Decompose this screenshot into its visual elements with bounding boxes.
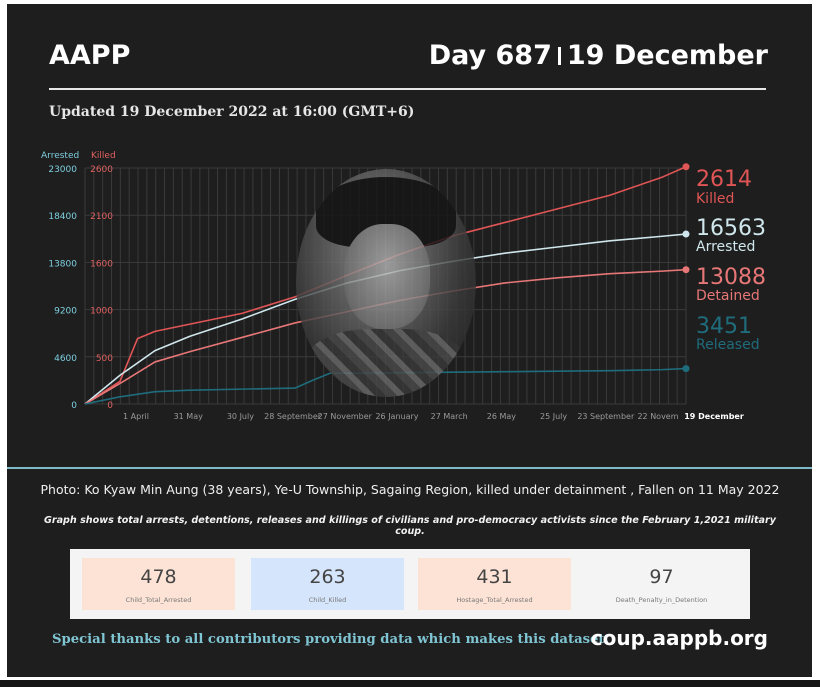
bottom-strip bbox=[0, 680, 820, 687]
x-tick-label: 26 May bbox=[487, 412, 517, 421]
y-tick-label-left: 4600 bbox=[54, 354, 77, 364]
stats-bar: 478 Child_Total_Arrested 263 Child_Kille… bbox=[70, 549, 750, 619]
photo-caption: Photo: Ko Kyaw Min Aung (38 years), Ye-U… bbox=[40, 482, 780, 497]
series-end-point-released bbox=[682, 365, 690, 373]
series-end-point-detained bbox=[682, 266, 690, 274]
thanks-note: Special thanks to all contributors provi… bbox=[52, 632, 610, 647]
y-tick-label-right: 500 bbox=[96, 354, 113, 364]
header-rule bbox=[49, 88, 766, 90]
y-tick-label-left: 18400 bbox=[48, 212, 77, 222]
stat-label: Death_Penalty_in_Detention bbox=[615, 596, 708, 604]
series-end-point-arrested bbox=[682, 230, 690, 238]
y-tick-label-right: 2100 bbox=[90, 212, 113, 222]
y-tick-label-left: 9200 bbox=[54, 307, 77, 317]
x-tick-label: 30 July bbox=[227, 412, 254, 421]
stat-value: 478 bbox=[140, 566, 177, 588]
y-tick-label-right: 0 bbox=[107, 401, 113, 411]
x-tick-label: 22 Novem bbox=[637, 412, 678, 421]
y-tick-label-left: 13800 bbox=[48, 259, 77, 269]
series-end-value-killed: 2614 bbox=[696, 167, 752, 192]
section-separator bbox=[7, 467, 812, 469]
series-end-name-released: Released bbox=[696, 337, 760, 353]
y-tick-label-left: 23000 bbox=[48, 165, 77, 175]
divider-pipe bbox=[557, 47, 561, 65]
updated-timestamp: Updated 19 December 2022 at 16:00 (GMT+6… bbox=[49, 104, 415, 120]
y-tick-label-left: 0 bbox=[71, 401, 77, 411]
y-tick-label-right: 1000 bbox=[90, 307, 113, 317]
day-date: 19 December bbox=[566, 40, 768, 71]
stat-card-death-penalty: 97 Death_Penalty_in_Detention bbox=[585, 558, 738, 610]
graph-note: Graph shows total arrests, detentions, r… bbox=[43, 515, 777, 537]
stat-label: Child_Killed bbox=[308, 596, 347, 604]
y-axis-title-left: Arrested bbox=[41, 151, 79, 161]
portrait-face bbox=[344, 224, 430, 329]
stat-label: Child_Total_Arrested bbox=[125, 596, 192, 604]
series-end-name-detained: Detained bbox=[696, 288, 760, 304]
stat-card-hostage-total-arrested: 431 Hostage_Total_Arrested bbox=[418, 558, 571, 610]
stat-value: 97 bbox=[649, 566, 674, 588]
series-end-name-arrested: Arrested bbox=[696, 239, 755, 255]
x-tick-label-current: 19 December bbox=[684, 412, 744, 421]
series-end-value-detained: 13088 bbox=[696, 265, 766, 290]
x-tick-label: 31 May bbox=[174, 412, 204, 421]
x-tick-label: 27 March bbox=[431, 412, 468, 421]
stat-value: 263 bbox=[309, 566, 346, 588]
x-tick-label: 28 September bbox=[264, 412, 322, 421]
series-end-point-killed bbox=[682, 163, 690, 171]
portrait-photo bbox=[296, 169, 476, 397]
site-link[interactable]: coup.aappb.org bbox=[590, 626, 768, 650]
series-end-value-released: 3451 bbox=[696, 314, 752, 339]
series-end-name-killed: Killed bbox=[696, 191, 734, 207]
y-axis-title-right: Killed bbox=[91, 151, 116, 161]
stat-label: Hostage_Total_Arrested bbox=[456, 596, 533, 604]
x-tick-label: 1 April bbox=[123, 412, 149, 421]
y-tick-label-right: 1600 bbox=[90, 259, 113, 269]
x-tick-label: 27 November bbox=[318, 412, 373, 421]
brand-title: AAPP bbox=[49, 40, 131, 71]
x-tick-label: 25 July bbox=[540, 412, 567, 421]
series-end-value-arrested: 16563 bbox=[696, 216, 766, 241]
stat-card-child-total-arrested: 478 Child_Total_Arrested bbox=[82, 558, 235, 610]
x-tick-label: 23 September bbox=[577, 412, 635, 421]
day-counter: Day 687 19 December bbox=[429, 40, 768, 71]
portrait-shirt bbox=[306, 329, 466, 397]
day-number: Day 687 bbox=[428, 40, 552, 71]
y-tick-label-right: 2600 bbox=[90, 165, 113, 175]
x-tick-label: 26 January bbox=[375, 412, 418, 421]
stat-value: 431 bbox=[476, 566, 513, 588]
stat-card-child-killed: 263 Child_Killed bbox=[251, 558, 404, 610]
